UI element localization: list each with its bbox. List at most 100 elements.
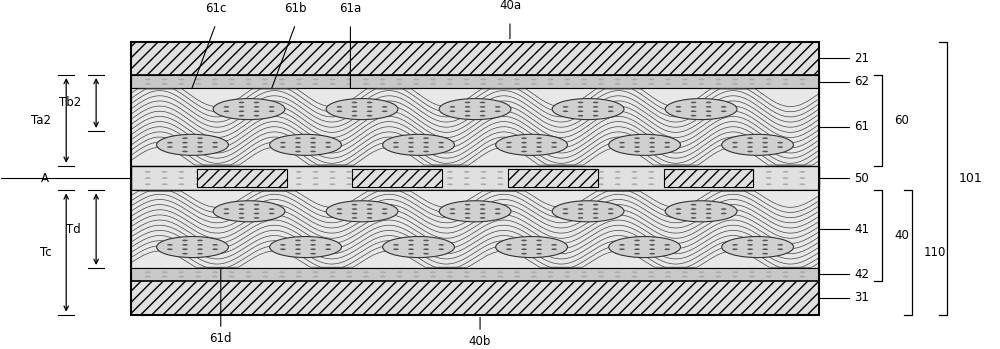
Circle shape (346, 177, 352, 179)
Circle shape (691, 102, 696, 103)
Circle shape (598, 79, 604, 80)
Circle shape (337, 213, 342, 214)
Circle shape (270, 237, 341, 258)
Circle shape (352, 102, 357, 103)
Circle shape (531, 171, 537, 173)
Circle shape (246, 171, 251, 173)
Circle shape (326, 201, 398, 222)
Circle shape (295, 151, 301, 152)
Circle shape (423, 151, 429, 152)
Circle shape (762, 151, 768, 152)
Circle shape (521, 151, 527, 152)
Circle shape (423, 253, 429, 254)
Circle shape (447, 272, 453, 273)
Circle shape (447, 183, 453, 185)
Circle shape (564, 79, 570, 80)
Circle shape (329, 272, 335, 273)
Circle shape (598, 171, 604, 173)
Circle shape (682, 83, 688, 85)
Circle shape (182, 151, 188, 152)
Circle shape (212, 276, 218, 277)
Circle shape (632, 79, 637, 80)
Circle shape (649, 244, 655, 246)
Circle shape (346, 183, 352, 185)
Circle shape (279, 272, 285, 273)
Circle shape (514, 276, 520, 277)
Circle shape (464, 79, 470, 80)
Circle shape (447, 83, 453, 85)
Circle shape (747, 151, 753, 152)
Circle shape (254, 110, 259, 112)
Circle shape (777, 146, 783, 148)
Circle shape (732, 79, 738, 80)
Circle shape (229, 79, 235, 80)
Circle shape (246, 183, 251, 185)
Circle shape (178, 183, 184, 185)
Circle shape (799, 177, 805, 179)
Circle shape (634, 151, 640, 152)
Circle shape (563, 110, 568, 112)
Circle shape (367, 217, 372, 219)
Bar (131, 42, 819, 314)
Circle shape (145, 276, 151, 277)
Circle shape (665, 177, 671, 179)
Circle shape (506, 248, 512, 250)
Circle shape (393, 244, 399, 246)
Circle shape (648, 83, 654, 85)
Circle shape (254, 213, 259, 214)
Circle shape (269, 213, 275, 214)
Circle shape (325, 142, 331, 143)
Circle shape (496, 237, 567, 258)
Circle shape (593, 106, 598, 108)
Circle shape (564, 276, 570, 277)
Circle shape (246, 276, 251, 277)
Circle shape (346, 79, 352, 80)
Text: 41: 41 (854, 223, 869, 236)
Circle shape (450, 106, 455, 108)
Circle shape (254, 208, 259, 210)
Circle shape (514, 83, 520, 85)
Circle shape (279, 276, 285, 277)
Circle shape (766, 171, 772, 173)
Circle shape (313, 272, 319, 273)
Circle shape (465, 102, 470, 103)
Circle shape (480, 183, 486, 185)
Circle shape (578, 213, 583, 214)
Circle shape (213, 201, 285, 222)
Circle shape (197, 253, 203, 254)
Circle shape (799, 276, 805, 277)
Circle shape (380, 83, 386, 85)
Circle shape (632, 272, 637, 273)
Text: 60: 60 (894, 114, 909, 127)
Circle shape (593, 204, 598, 206)
Circle shape (536, 244, 542, 246)
Circle shape (682, 79, 688, 80)
Circle shape (480, 204, 485, 206)
Circle shape (615, 276, 621, 277)
Circle shape (413, 276, 419, 277)
Circle shape (450, 208, 455, 210)
Circle shape (313, 276, 319, 277)
Circle shape (497, 83, 503, 85)
Circle shape (212, 244, 218, 246)
Circle shape (413, 171, 419, 173)
Circle shape (506, 142, 512, 143)
Circle shape (608, 106, 614, 108)
Circle shape (295, 142, 301, 143)
Circle shape (480, 276, 486, 277)
Circle shape (649, 253, 655, 254)
Circle shape (682, 183, 688, 185)
Circle shape (715, 177, 721, 179)
Circle shape (310, 253, 316, 254)
Circle shape (722, 134, 794, 155)
Circle shape (514, 183, 520, 185)
Circle shape (766, 83, 772, 85)
Circle shape (749, 183, 755, 185)
Circle shape (799, 83, 805, 85)
Circle shape (162, 272, 168, 273)
Circle shape (608, 208, 614, 210)
Circle shape (212, 248, 218, 250)
Text: 40a: 40a (499, 0, 521, 12)
Circle shape (325, 248, 331, 250)
Circle shape (393, 142, 399, 143)
